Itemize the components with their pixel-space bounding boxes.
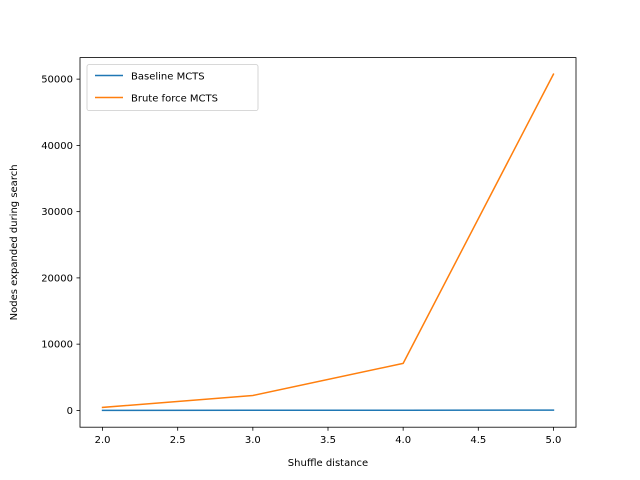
x-axis-ticks: 2.0 2.5 3.0 3.5 4.0 4.5 5.0 [95,427,562,446]
y-tick-label: 10000 [41,340,73,351]
legend-box [86,64,259,111]
y-tick-label: 0 [67,406,73,417]
y-tick-label: 50000 [41,75,73,86]
y-tick-label: 40000 [41,141,73,152]
plot-area [80,57,576,428]
legend: Baseline MCTS Brute force MCTS [86,64,259,111]
y-tick-label: 20000 [41,273,73,284]
legend-label-baseline-mcts: Baseline MCTS [131,72,205,83]
legend-label-brute-force-mcts: Brute force MCTS [131,94,218,105]
x-tick-label: 3.5 [320,435,336,446]
x-tick-label: 4.0 [395,435,411,446]
plot-frame [79,57,577,428]
x-tick-label: 5.0 [546,435,562,446]
x-tick-label: 3.0 [245,435,261,446]
y-axis-ticks: 0 10000 20000 30000 40000 50000 [41,75,80,417]
x-tick-label: 2.0 [95,435,111,446]
x-tick-label: 4.5 [470,435,486,446]
series-line-brute-force-mcts [101,73,555,409]
y-axis-label: Nodes expanded during search [9,164,20,320]
x-axis-label: Shuffle distance [288,458,368,469]
series-layer [101,73,555,412]
x-tick-label: 2.5 [170,435,186,446]
y-tick-label: 30000 [41,207,73,218]
